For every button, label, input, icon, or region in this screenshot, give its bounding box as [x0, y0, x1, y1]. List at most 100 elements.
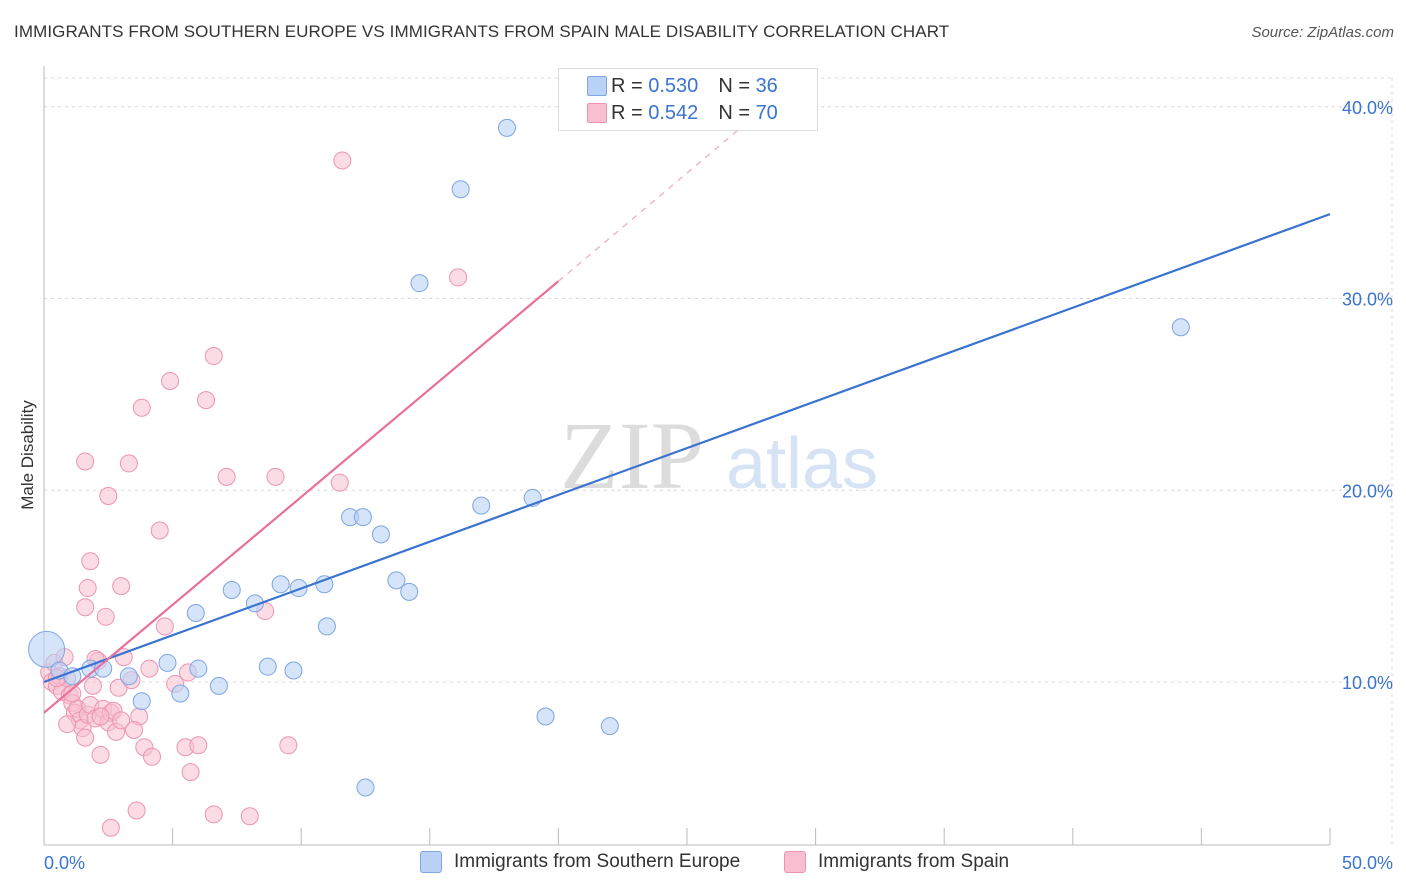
legend-swatch-pink [587, 103, 607, 123]
legend-row-southern-europe: R = 0.530 N = 36 [587, 74, 778, 98]
data-point-spain [150, 521, 169, 540]
data-point-spain [132, 398, 151, 417]
data-point-spain [197, 391, 216, 410]
data-point-southern-europe [472, 496, 491, 515]
trend-lines [43, 129, 1331, 714]
y-tick-label: 40.0% [1342, 98, 1393, 118]
data-point-spain [96, 607, 115, 626]
trend-line-southern-europe [43, 213, 1331, 684]
series-southern-europe-points [28, 118, 1190, 797]
data-point-spain [330, 473, 349, 492]
data-point-spain [91, 745, 110, 764]
legend-r-label: R = [611, 74, 643, 97]
data-point-spain [204, 347, 223, 366]
bottom-legend-southern-europe: Immigrants from Southern Europe [420, 851, 740, 873]
data-point-southern-europe [387, 571, 406, 590]
legend-r-value: 0.542 [648, 101, 699, 124]
data-point-southern-europe [258, 657, 277, 676]
data-point-spain [161, 371, 180, 390]
bottom-legend-swatch-pink [784, 851, 806, 873]
data-point-southern-europe [171, 684, 190, 703]
data-point-southern-europe [410, 274, 429, 293]
data-point-southern-europe [353, 508, 372, 527]
x-tick-label: 50.0% [1342, 853, 1393, 873]
data-point-southern-europe [600, 717, 619, 736]
data-point-spain [119, 454, 138, 473]
legend-n-label: N = [718, 101, 750, 124]
data-point-spain [83, 676, 102, 695]
x-tick-label: 0.0% [44, 853, 85, 873]
chart-title: IMMIGRANTS FROM SOUTHERN EUROPE VS IMMIG… [14, 22, 950, 41]
data-point-southern-europe [189, 659, 208, 678]
data-point-spain [76, 598, 95, 617]
data-point-spain [78, 579, 97, 598]
data-point-spain [125, 720, 144, 739]
trend-line-spain [43, 280, 560, 714]
series-spain-points [40, 151, 468, 837]
data-point-southern-europe [186, 603, 205, 622]
data-point-southern-europe [400, 582, 419, 601]
data-point-spain [101, 818, 120, 837]
legend-n-value: 70 [755, 101, 778, 124]
data-point-southern-europe [158, 653, 177, 672]
data-point-southern-europe [356, 778, 375, 797]
data-point-southern-europe [371, 525, 390, 544]
tick-labels: 10.0% 20.0% 30.0% 40.0% 0.0% 50.0% [44, 98, 1393, 873]
data-point-southern-europe [209, 676, 228, 695]
legend-r-label: R = [611, 101, 643, 124]
data-point-spain [76, 452, 95, 471]
data-point-southern-europe [119, 667, 138, 686]
data-point-spain [143, 747, 162, 766]
y-tick-label: 10.0% [1342, 673, 1393, 693]
bottom-legend-label: Immigrants from Spain [818, 851, 1010, 872]
data-point-southern-europe [536, 707, 555, 726]
data-point-spain [112, 711, 131, 730]
data-point-spain [76, 728, 95, 747]
data-point-spain [240, 807, 259, 826]
bottom-legend-spain: Immigrants from Spain [784, 851, 1009, 873]
data-point-spain [189, 736, 208, 755]
legend-n-label: N = [718, 74, 750, 97]
data-point-spain [204, 805, 223, 824]
data-point-spain [127, 801, 146, 820]
data-point-southern-europe [28, 630, 66, 668]
data-point-spain [449, 268, 468, 287]
data-point-southern-europe [63, 667, 82, 686]
data-point-southern-europe [317, 617, 336, 636]
data-point-spain [217, 467, 236, 486]
legend-r-value: 0.530 [648, 74, 699, 97]
gridlines [44, 77, 1393, 845]
data-point-spain [155, 617, 174, 636]
data-point-spain [266, 467, 285, 486]
data-point-southern-europe [271, 575, 290, 594]
data-point-southern-europe [451, 180, 470, 199]
legend-n-value: 36 [755, 74, 778, 97]
trend-line-spain-extension [558, 129, 739, 282]
data-point-southern-europe [284, 661, 303, 680]
axes [43, 66, 1331, 846]
data-point-spain [112, 577, 131, 596]
y-tick-label: 30.0% [1342, 290, 1393, 310]
data-point-southern-europe [132, 692, 151, 711]
watermark-zip: ZIP [560, 402, 704, 509]
legend-swatch-blue [587, 76, 607, 96]
data-point-spain [333, 151, 352, 170]
data-point-southern-europe [289, 579, 308, 598]
bottom-legend-swatch-blue [420, 851, 442, 873]
data-point-spain [58, 715, 77, 734]
data-point-spain [279, 736, 298, 755]
data-point-spain [81, 552, 100, 571]
data-point-southern-europe [222, 580, 241, 599]
data-point-southern-europe [497, 118, 516, 137]
stats-legend: R = 0.530 N = 36 R = 0.542 N = 70 [558, 68, 818, 131]
y-tick-label: 20.0% [1342, 481, 1393, 501]
watermark-atlas: atlas [726, 424, 878, 504]
data-point-spain [181, 763, 200, 782]
data-point-southern-europe [1171, 318, 1190, 337]
data-point-spain [140, 659, 159, 678]
bottom-legend-label: Immigrants from Southern Europe [454, 851, 741, 872]
data-point-spain [91, 707, 110, 726]
legend-row-spain: R = 0.542 N = 70 [587, 101, 778, 125]
data-point-spain [99, 487, 118, 506]
